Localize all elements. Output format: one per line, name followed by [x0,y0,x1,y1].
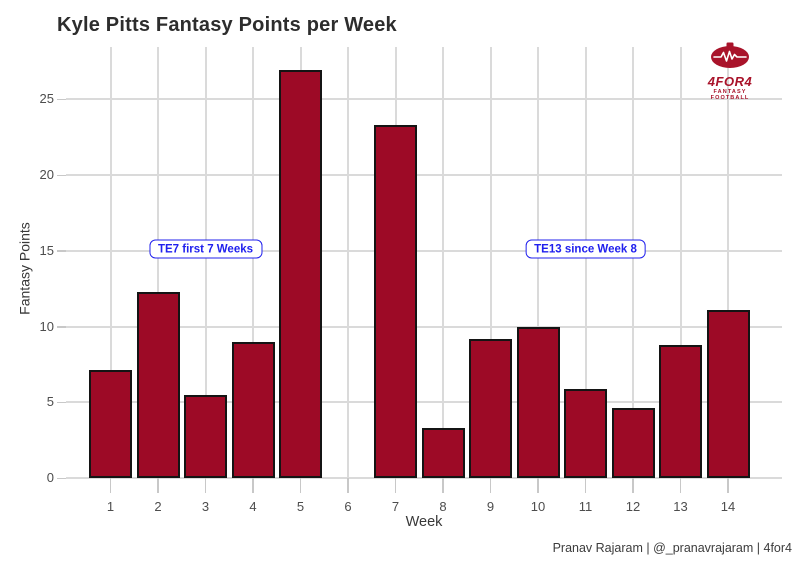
y-tick-mark [57,98,66,101]
x-tick-label: 13 [673,499,688,514]
x-tick-mark [347,478,349,493]
x-tick-mark [157,478,159,493]
x-tick-label: 11 [578,499,593,514]
gridline-x-week-8 [442,47,444,478]
gridline-x-week-1 [109,47,112,478]
gridline-x-week-9 [489,47,492,478]
bar-week-12 [611,408,655,478]
y-tick-mark [57,326,66,328]
x-axis-title: Week [405,514,443,530]
bar-week-11 [564,388,607,478]
gridline-y-5 [66,401,782,404]
annotation-te13-since-week-8: TE13 since Week 8 [525,239,646,259]
gridline-x-week-2 [157,47,159,478]
x-tick-mark [442,478,444,493]
x-tick-label: 8 [439,499,447,514]
gridline-x-week-4 [252,47,254,478]
bar-week-4 [231,341,275,478]
bar-week-1 [89,370,132,478]
x-tick-label: 9 [486,499,495,514]
bar-week-3 [184,394,227,478]
chart-title: Kyle Pitts Fantasy Points per Week [57,14,397,36]
x-tick-label: 1 [106,499,115,514]
x-tick-label: 12 [625,499,641,514]
bar-week-10 [516,326,560,478]
gridline-x-week-3 [204,47,207,478]
x-tick-label: 2 [154,499,162,514]
gridline-x-week-13 [679,47,682,478]
x-tick-mark [632,478,634,493]
y-tick-label: 20 [39,167,54,182]
bar-week-13 [659,344,702,478]
logo-wordmark: 4FOR4 [707,74,753,89]
bar-week-8 [421,428,465,478]
y-tick-label: 0 [46,470,54,485]
gridline-y-20 [66,174,782,176]
y-tick-label: 25 [39,91,54,107]
gridline-x-week-14 [727,47,729,478]
gridline-x-week-10 [537,47,539,478]
x-tick-mark [489,478,492,493]
x-tick-mark [727,478,729,493]
logo-subtitle: FANTASY FOOTBALL [710,89,750,101]
y-tick-label: 15 [39,242,54,258]
x-tick-label: 4 [249,499,257,514]
x-tick-label: 5 [296,499,305,514]
gridline-x-week-6 [347,47,349,478]
bar-week-7 [374,125,417,478]
y-tick-mark [57,401,66,404]
y-axis-title: Fantasy Points [16,222,33,315]
x-tick-mark [394,478,397,493]
bar-week-14 [706,309,750,478]
annotation-te7-first-7-weeks: TE7 first 7 Weeks [148,239,263,259]
x-tick-mark [584,478,587,493]
gridline-y-25 [66,98,782,101]
y-tick-mark [57,477,66,479]
4for4-logo: 4FOR4 FANTASY FOOTBALL [694,42,766,101]
bar-week-9 [469,338,512,478]
y-tick-mark [57,250,66,252]
y-tick-label: 10 [39,318,54,334]
gridline-y-15 [66,249,782,252]
y-tick-mark [57,174,66,176]
x-tick-label: 3 [201,499,210,514]
x-tick-mark [204,478,207,493]
x-tick-label: 14 [720,499,736,514]
y-tick-label: 5 [46,394,54,410]
x-tick-mark [109,478,112,493]
author-credit: Pranav Rajaram | @_pranavrajaram | 4for4 [552,541,792,555]
gridline-x-week-11 [584,47,587,478]
x-tick-mark [537,478,539,493]
x-tick-mark [679,478,682,493]
bar-week-2 [136,291,180,478]
x-tick-label: 10 [530,499,546,514]
x-tick-mark [299,478,302,493]
gridline-x-week-12 [632,47,634,478]
football-pulse-icon [711,42,749,68]
gridline-y-0 [66,477,782,479]
x-tick-mark [252,478,254,493]
x-tick-label: 6 [344,499,352,514]
x-tick-label: 7 [391,499,400,514]
gridline-y-10 [66,325,782,328]
bar-week-5 [279,70,322,478]
